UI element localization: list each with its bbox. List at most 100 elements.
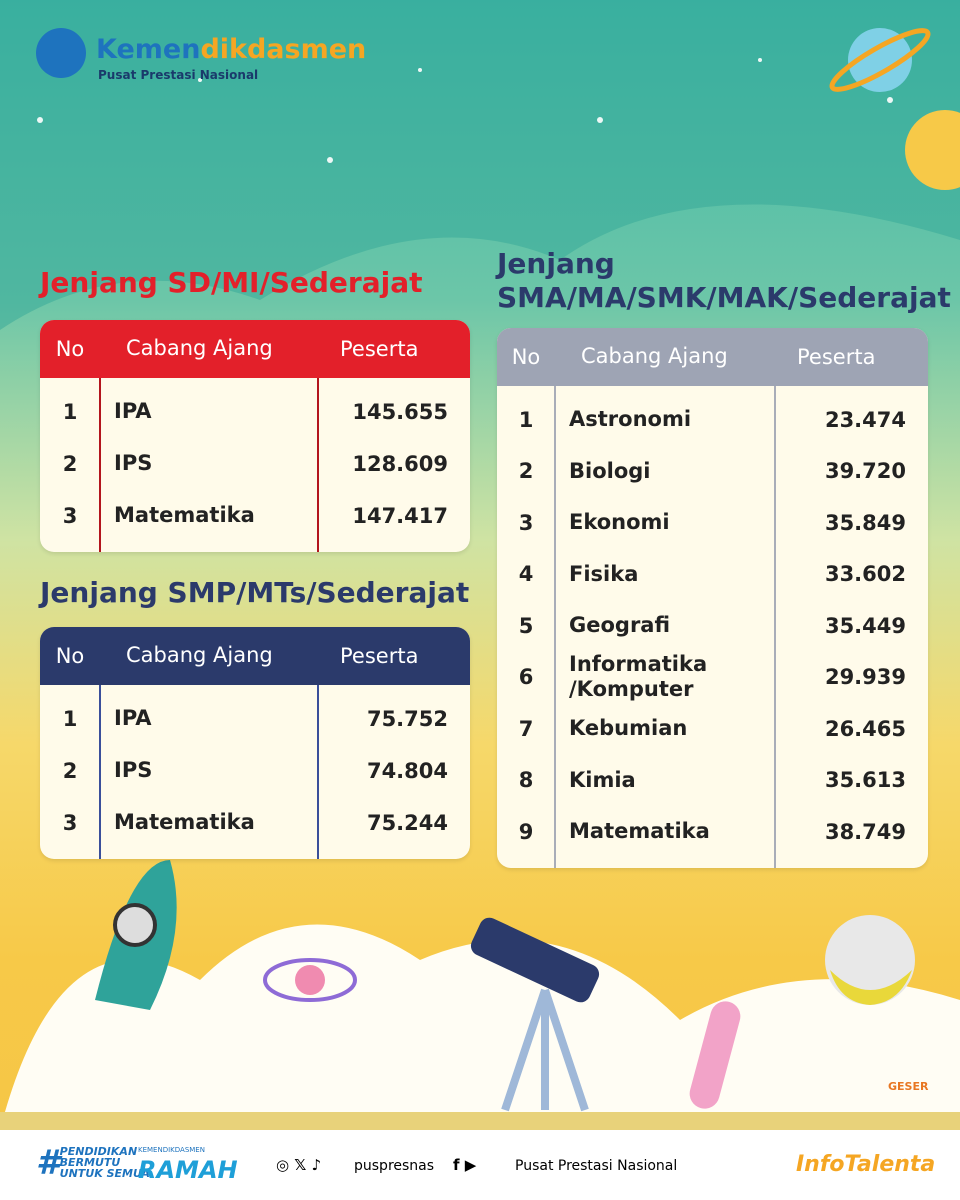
cell: Ekonomi	[569, 510, 670, 535]
brand: Kemendikdasmen	[96, 34, 366, 65]
column-header: Peserta	[797, 345, 876, 369]
table-row: 3 Matematika 75.244	[40, 797, 470, 849]
column-header: Peserta	[340, 337, 419, 361]
cell: 33.602	[824, 562, 906, 587]
swipe[interactable]: GESER	[888, 1080, 929, 1093]
cell: Fisika	[569, 561, 639, 586]
table-row: 8 Kimia 35.613	[497, 755, 928, 807]
column-header: Peserta	[340, 644, 419, 668]
table-row: 2 Biologi 39.720	[497, 446, 928, 498]
cell: IPS	[114, 451, 153, 476]
brand-a: Kemen	[96, 34, 201, 65]
column-line	[99, 685, 101, 859]
table-body: 1 Astronomi 23.474 2 Biologi 39.720 3 Ekonomi 35…	[497, 386, 928, 868]
column-header: No	[55, 644, 85, 668]
table-body: 1 IPA 75.752 2 IPS 74.804 3 Matematika 75.244	[40, 685, 470, 859]
cell: IPA	[114, 399, 152, 424]
cell: IPS	[114, 758, 153, 783]
smp-table: No Cabang Ajang Peserta 1 IPA 75.752 2 IPS 74.80…	[40, 627, 470, 859]
cell: Matematika	[569, 819, 710, 844]
tag: UNTUK SEMUA	[59, 1167, 150, 1180]
cell: Matematika	[114, 503, 255, 528]
media-icons: f ▶	[453, 1156, 477, 1174]
cell: 23.474	[824, 407, 906, 432]
cell: 74.804	[366, 759, 448, 783]
column-line	[774, 386, 776, 868]
table-row: 3 Matematika 147.417	[40, 490, 470, 542]
social-icons: ◎ 𝕏 ♪	[276, 1156, 322, 1174]
ramah-small: KEMENDIKDASMEN	[138, 1146, 205, 1154]
column-header: Cabang Ajang	[581, 344, 728, 369]
table-row: 7 Kebumian 26.465	[497, 703, 928, 755]
cell: 2	[62, 452, 78, 476]
cell: 1	[62, 707, 78, 731]
cell: Biologi	[569, 458, 651, 483]
sma-title-line: SMA/MA/SMK/MAK/Sederajat	[497, 281, 951, 314]
handle[interactable]: puspresnas	[354, 1158, 435, 1174]
column-line	[554, 386, 556, 868]
tag: BERMUTU	[59, 1156, 121, 1169]
sd-table: No Cabang Ajang Peserta 1 IPA 145.655 2 IPS 128.…	[40, 320, 470, 552]
cell: Geografi	[569, 613, 671, 638]
ramah: RAMAH	[138, 1156, 238, 1184]
cell: 147.417	[352, 504, 448, 528]
header-row: No Cabang Ajang Peserta	[40, 627, 470, 685]
cell: 5	[518, 613, 534, 638]
column-header: No	[511, 345, 541, 369]
cell: 3	[62, 811, 78, 835]
cell: Astronomi	[569, 407, 692, 432]
table-row: 5 Geografi 35.449	[497, 600, 928, 652]
table-row: 1 Astronomi 23.474	[497, 394, 928, 446]
table-row: 3 Ekonomi 35.849	[497, 497, 928, 549]
brand-b: dikdasmen	[200, 34, 367, 65]
table-row: 1 IPA 75.752	[40, 693, 470, 745]
table-row: 4 Fisika 33.602	[497, 549, 928, 601]
hash: #	[36, 1143, 60, 1183]
cell: 35.849	[824, 510, 906, 535]
column-line	[317, 685, 319, 859]
cell: 38.749	[824, 819, 906, 844]
column-header: Cabang Ajang	[126, 643, 273, 668]
cell: 1	[518, 407, 534, 432]
column-header: No	[55, 337, 85, 361]
table-body: 1 IPA 145.655 2 IPS 128.609 3 Matematika 147.417	[40, 378, 470, 552]
footer-brand: InfoTalenta	[796, 1152, 936, 1177]
cell: 6	[518, 665, 534, 690]
sd-title: Jenjang SD/MI/Sederajat	[40, 266, 423, 299]
cell: 3	[518, 510, 534, 535]
smp-title: Jenjang SMP/MTs/Sederajat	[40, 576, 470, 609]
cell: Informatika /Komputer	[569, 652, 708, 702]
column-header: Cabang Ajang	[126, 336, 273, 361]
cell: 3	[62, 504, 78, 528]
cell: 145.655	[352, 400, 448, 424]
subtitle: Pusat Prestasi Nasional	[98, 68, 259, 82]
cell: 29.939	[824, 665, 906, 690]
cell: 35.613	[824, 768, 906, 793]
table-row: 2 IPS 74.804	[40, 745, 470, 797]
cell: Kimia	[569, 767, 636, 792]
cell: 4	[518, 562, 534, 587]
sma-title: Jenjang SMA/MA/SMK/MAK/Sederajat	[497, 247, 951, 315]
logo	[36, 28, 86, 78]
header-row: No Cabang Ajang Peserta	[40, 320, 470, 378]
column-line	[317, 378, 319, 552]
table-row: 1 IPA 145.655	[40, 386, 470, 438]
tagline: # PENDIDIKAN BERMUTU UNTUK SEMUA	[36, 1146, 150, 1180]
cell: 75.752	[366, 707, 448, 731]
cell: 9	[518, 819, 534, 844]
cell: 128.609	[352, 452, 448, 476]
table-row: 9 Matematika 38.749	[497, 806, 928, 858]
table-row: 2 IPS 128.609	[40, 438, 470, 490]
cell: 2	[62, 759, 78, 783]
cell: Kebumian	[569, 716, 688, 741]
sma-table: No Cabang Ajang Peserta 1 Astronomi 23.474 2 Bi…	[497, 328, 928, 868]
channel[interactable]: Pusat Prestasi Nasional	[515, 1158, 678, 1174]
cell: Matematika	[114, 810, 255, 835]
cell: 7	[518, 716, 534, 741]
header-row: No Cabang Ajang Peserta	[497, 328, 928, 386]
sma-title-line: Jenjang	[497, 247, 615, 280]
cell: 39.720	[824, 459, 906, 484]
cell: 2	[518, 459, 534, 484]
cell: 8	[518, 768, 534, 793]
